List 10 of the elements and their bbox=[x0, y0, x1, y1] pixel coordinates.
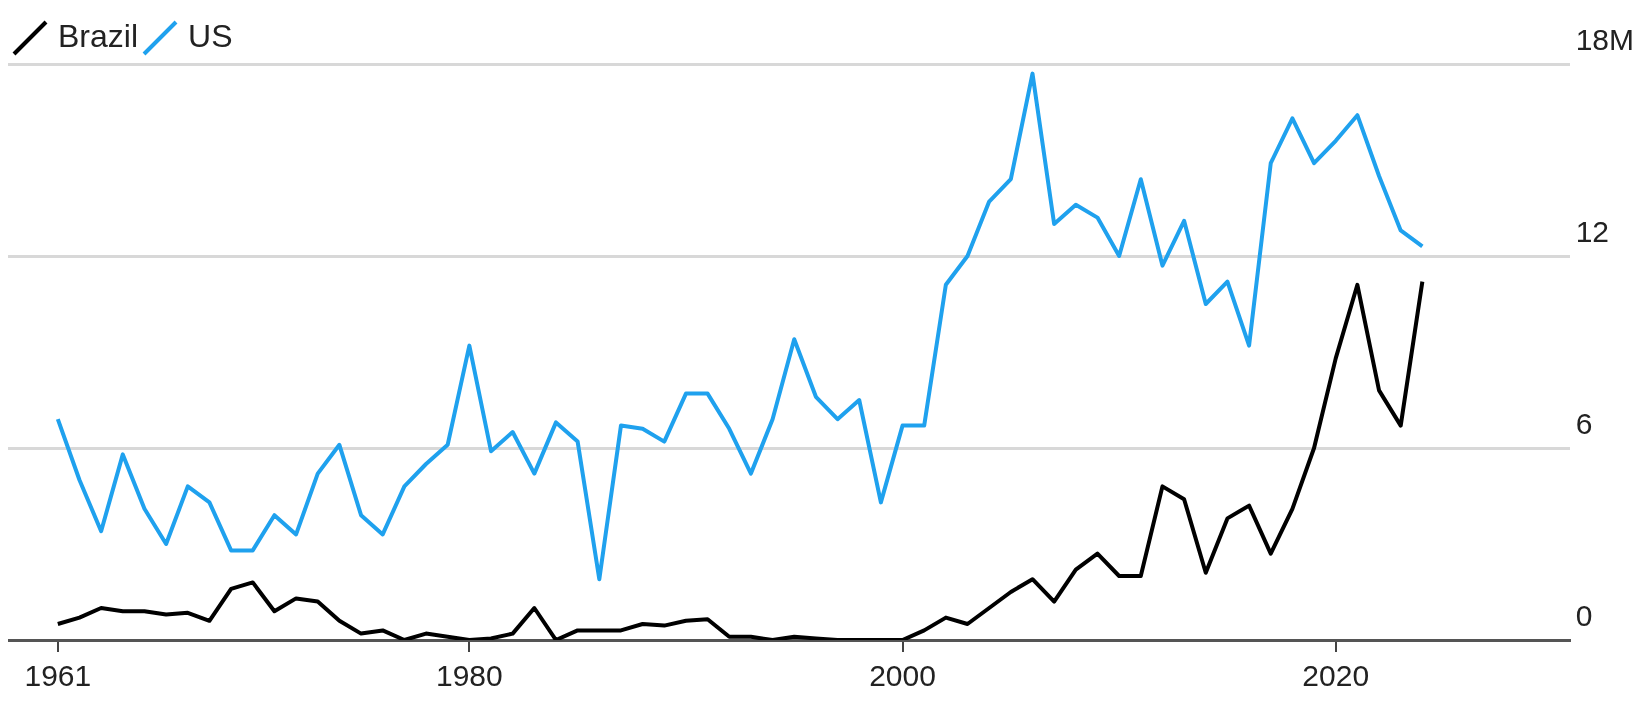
x-tick-label: 2020 bbox=[1302, 659, 1370, 693]
x-tick-label: 1961 bbox=[24, 659, 92, 693]
y-tick-label: 6 bbox=[1575, 407, 1593, 441]
y-tick-label: 18M bbox=[1575, 23, 1634, 57]
legend-label: US bbox=[188, 17, 233, 54]
legend-label: Brazil bbox=[58, 17, 139, 54]
y-tick-label: 12 bbox=[1575, 215, 1610, 249]
y-tick-label: 0 bbox=[1575, 599, 1593, 633]
x-tick-label: 2000 bbox=[869, 659, 936, 693]
x-tick-label: 1980 bbox=[435, 659, 503, 693]
